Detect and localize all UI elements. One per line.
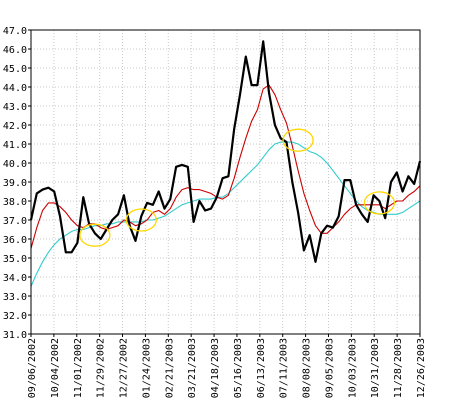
y-tick-label: 34.0 bbox=[3, 273, 27, 284]
y-tick-label: 37.0 bbox=[3, 216, 27, 227]
crossover-marker bbox=[79, 223, 111, 247]
x-tick-label: 05/16/2003 bbox=[233, 338, 244, 398]
x-tick-label: 10/03/2003 bbox=[347, 338, 358, 398]
x-tick-label: 03/21/2003 bbox=[187, 338, 198, 398]
y-tick-label: 43.0 bbox=[3, 102, 27, 113]
y-tick-label: 35.0 bbox=[3, 254, 27, 265]
crossover-marker bbox=[282, 128, 314, 152]
x-tick-label: 07/11/2003 bbox=[279, 338, 290, 398]
x-tick-label: 01/24/2003 bbox=[141, 338, 152, 398]
y-tick-label: 31.0 bbox=[3, 330, 27, 341]
x-tick-label: 11/29/2002 bbox=[96, 338, 107, 398]
x-tick-label: 04/18/2003 bbox=[210, 338, 221, 398]
crossover-marker bbox=[363, 191, 396, 215]
x-tick-label: 10/04/2002 bbox=[50, 338, 61, 398]
y-tick-label: 44.0 bbox=[3, 83, 27, 94]
y-tick-label: 38.0 bbox=[3, 197, 27, 208]
y-tick-label: 47.0 bbox=[3, 26, 27, 37]
y-tick-label: 39.0 bbox=[3, 178, 27, 189]
y-tick-label: 36.0 bbox=[3, 235, 27, 246]
y-tick-label: 40.0 bbox=[3, 159, 27, 170]
y-tick-label: 33.0 bbox=[3, 292, 27, 303]
series-line-black bbox=[29, 40, 422, 263]
x-tick-label: 11/28/2003 bbox=[393, 338, 404, 398]
x-tick-label: 02/21/2003 bbox=[164, 338, 175, 398]
plot-frame bbox=[30, 29, 421, 335]
x-tick-label: 10/31/2003 bbox=[370, 338, 381, 398]
x-tick-label: 09/05/2003 bbox=[324, 338, 335, 398]
y-tick-label: 42.0 bbox=[3, 121, 27, 132]
y-tick-label: 46.0 bbox=[3, 45, 27, 56]
x-tick-label: 06/13/2003 bbox=[256, 338, 267, 398]
x-tick-label: 12/26/2003 bbox=[416, 338, 427, 398]
x-tick-label: 12/27/2002 bbox=[119, 338, 130, 398]
x-tick-label: 09/06/2002 bbox=[27, 338, 38, 398]
crossover-marker bbox=[125, 208, 157, 232]
y-tick-label: 45.0 bbox=[3, 64, 27, 75]
y-tick-label: 41.0 bbox=[3, 140, 27, 151]
y-tick-label: 32.0 bbox=[3, 311, 27, 322]
x-tick-label: 11/01/2002 bbox=[73, 338, 84, 398]
x-tick-label: 08/08/2003 bbox=[302, 338, 313, 398]
